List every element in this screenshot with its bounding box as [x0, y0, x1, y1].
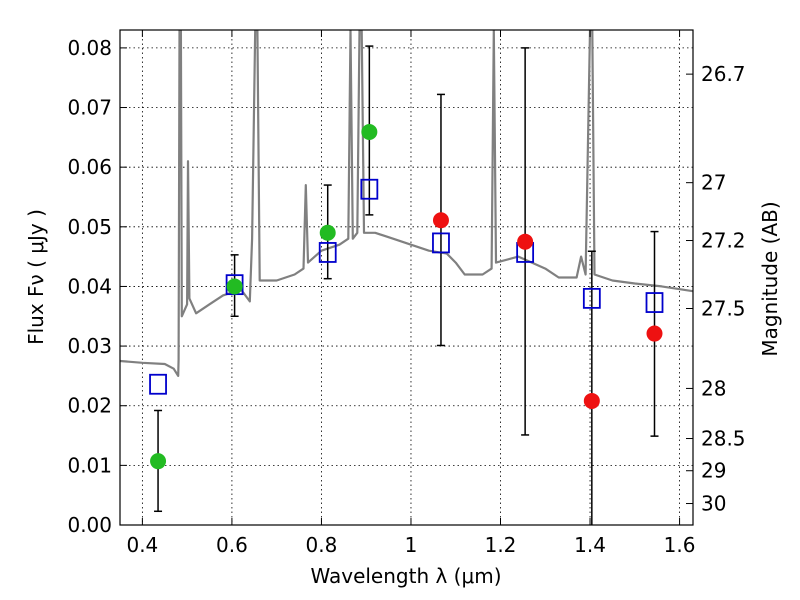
y-tick-label: 0.08 — [67, 36, 112, 60]
right-tick-label: 27.5 — [701, 297, 746, 321]
y-tick-label: 0.01 — [67, 453, 112, 477]
right-tick-label: 27.2 — [701, 229, 746, 253]
data-markers — [149, 123, 664, 470]
right-tick-label: 28.5 — [701, 427, 746, 451]
y-tick-label: 0.05 — [67, 215, 112, 239]
y-tick-label: 0.07 — [67, 96, 112, 120]
circle-marker — [150, 453, 167, 470]
x-axis-title: Wavelength λ (μm) — [310, 564, 501, 588]
x-axis-ticks: 0.4 0.6 0.8 1 1.2 1.4 1.6 — [126, 30, 695, 557]
plot-frame — [119, 29, 694, 526]
right-tick-label: 29 — [701, 459, 726, 483]
circle-marker — [361, 123, 378, 140]
square-marker — [360, 178, 379, 200]
square-marker — [149, 373, 167, 395]
y-tick-label: 0.03 — [67, 334, 112, 358]
right-tick-label: 27 — [701, 171, 726, 195]
x-tick-label: 1.4 — [574, 533, 606, 557]
x-tick-label: 1.6 — [664, 533, 696, 557]
right-tick-label: 28 — [701, 376, 726, 400]
y-tick-label: 0.06 — [67, 155, 112, 179]
spectrum-line — [120, 30, 693, 377]
x-tick-label: 0.6 — [216, 533, 248, 557]
circle-marker — [517, 233, 534, 250]
square-marker — [318, 242, 337, 263]
square-marker — [432, 232, 450, 254]
y-tick-label: 0.02 — [67, 394, 112, 418]
x-tick-label: 1.2 — [485, 533, 517, 557]
circle-marker — [226, 278, 243, 295]
y-axis-title: Flux Fν ( μJy ) — [24, 209, 48, 345]
circle-marker — [583, 392, 600, 409]
grid — [120, 30, 693, 525]
circle-marker — [432, 212, 449, 229]
right-tick-label: 30 — [701, 492, 726, 516]
right-axis-ticks: 26.7 27 27.2 27.5 28 28.5 29 30 — [686, 62, 746, 516]
y-tick-label: 0.00 — [67, 513, 112, 537]
y-tick-label: 0.04 — [67, 274, 112, 298]
square-marker — [582, 287, 601, 309]
spectrum-series — [120, 30, 693, 377]
circle-marker — [319, 224, 336, 241]
right-tick-label: 26.7 — [701, 62, 746, 86]
square-marker — [645, 292, 664, 313]
circle-marker — [646, 325, 663, 342]
x-tick-label: 0.4 — [126, 533, 158, 557]
x-tick-label: 1 — [405, 533, 418, 557]
right-axis-title: Magnitude (AB) — [758, 201, 782, 356]
x-tick-label: 0.8 — [306, 533, 338, 557]
y-axis-ticks: 0.00 0.01 0.02 0.03 0.04 0.05 0.06 0.07 0.08 — [67, 36, 127, 537]
